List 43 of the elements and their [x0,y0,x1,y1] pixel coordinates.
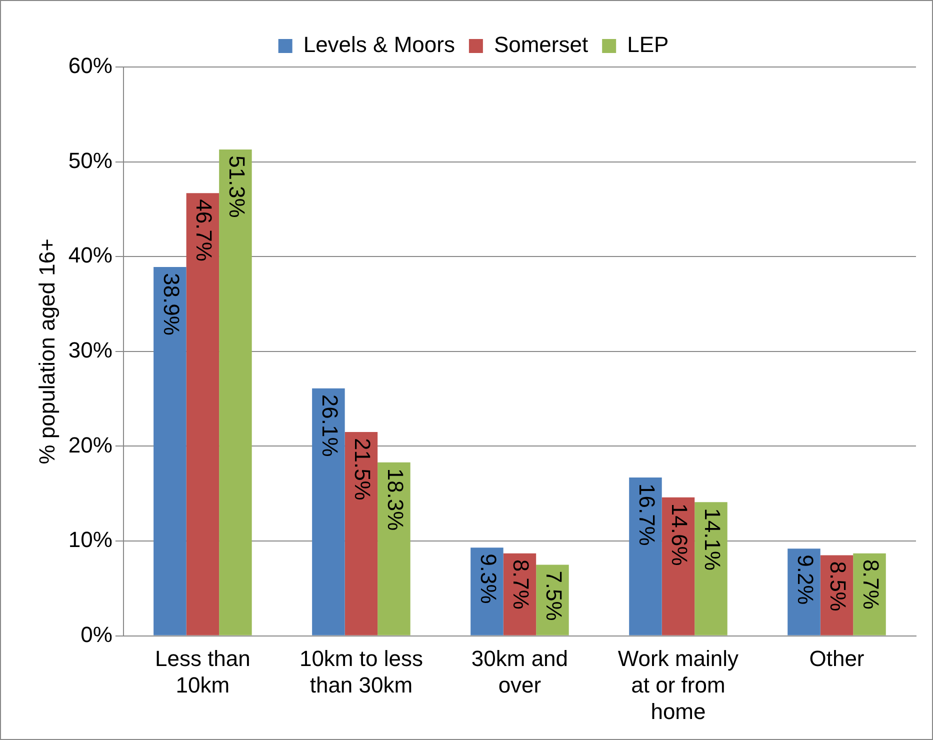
x-tick-label: 10km to less than 30km [299,646,423,698]
y-tick-label: 20% [68,432,112,458]
data-label: 7.5% [541,570,566,621]
y-tick-label: 60% [68,53,112,78]
data-label: 8.5% [826,561,851,612]
data-label: 14.6% [667,503,692,566]
data-label: 16.7% [634,483,660,546]
x-tick-label: Other [809,646,864,672]
y-tick-label: 40% [68,242,112,268]
legend-label: Levels & Moors [303,32,455,58]
bar [694,502,728,636]
data-label: 38.9% [158,273,184,336]
bar [186,193,220,636]
bar [219,149,252,636]
data-label: 21.5% [350,438,376,500]
y-tick-label: 50% [68,148,112,173]
bar [662,497,695,636]
legend-label: Somerset [494,32,588,58]
x-tick-label: Less than 10km [154,646,250,698]
data-label: 51.3% [224,155,250,218]
bar [154,267,186,636]
x-tick-label: 30km and over [471,646,568,698]
bar [788,548,820,636]
data-label: 18.3% [382,468,408,531]
bar [470,548,504,636]
bar [378,462,410,636]
data-label: 8.7% [858,559,884,610]
data-label: 9.3% [476,554,501,604]
data-label: 14.1% [700,508,725,571]
y-axis-title: % population aged 16+ [34,238,60,464]
bar [853,553,886,636]
bar [312,388,345,636]
data-label: 26.1% [317,394,342,457]
bar [344,432,378,636]
y-tick-label: 10% [68,527,112,552]
data-label: 8.7% [508,559,534,610]
legend-label: LEP [627,32,669,58]
y-tick-label: 30% [68,337,112,362]
data-label: 46.7% [192,199,217,262]
y-tick-label: 0% [80,622,112,647]
bar [629,477,662,636]
x-tick-label: Work mainly at or from home [618,646,739,724]
data-label: 9.2% [792,554,818,605]
